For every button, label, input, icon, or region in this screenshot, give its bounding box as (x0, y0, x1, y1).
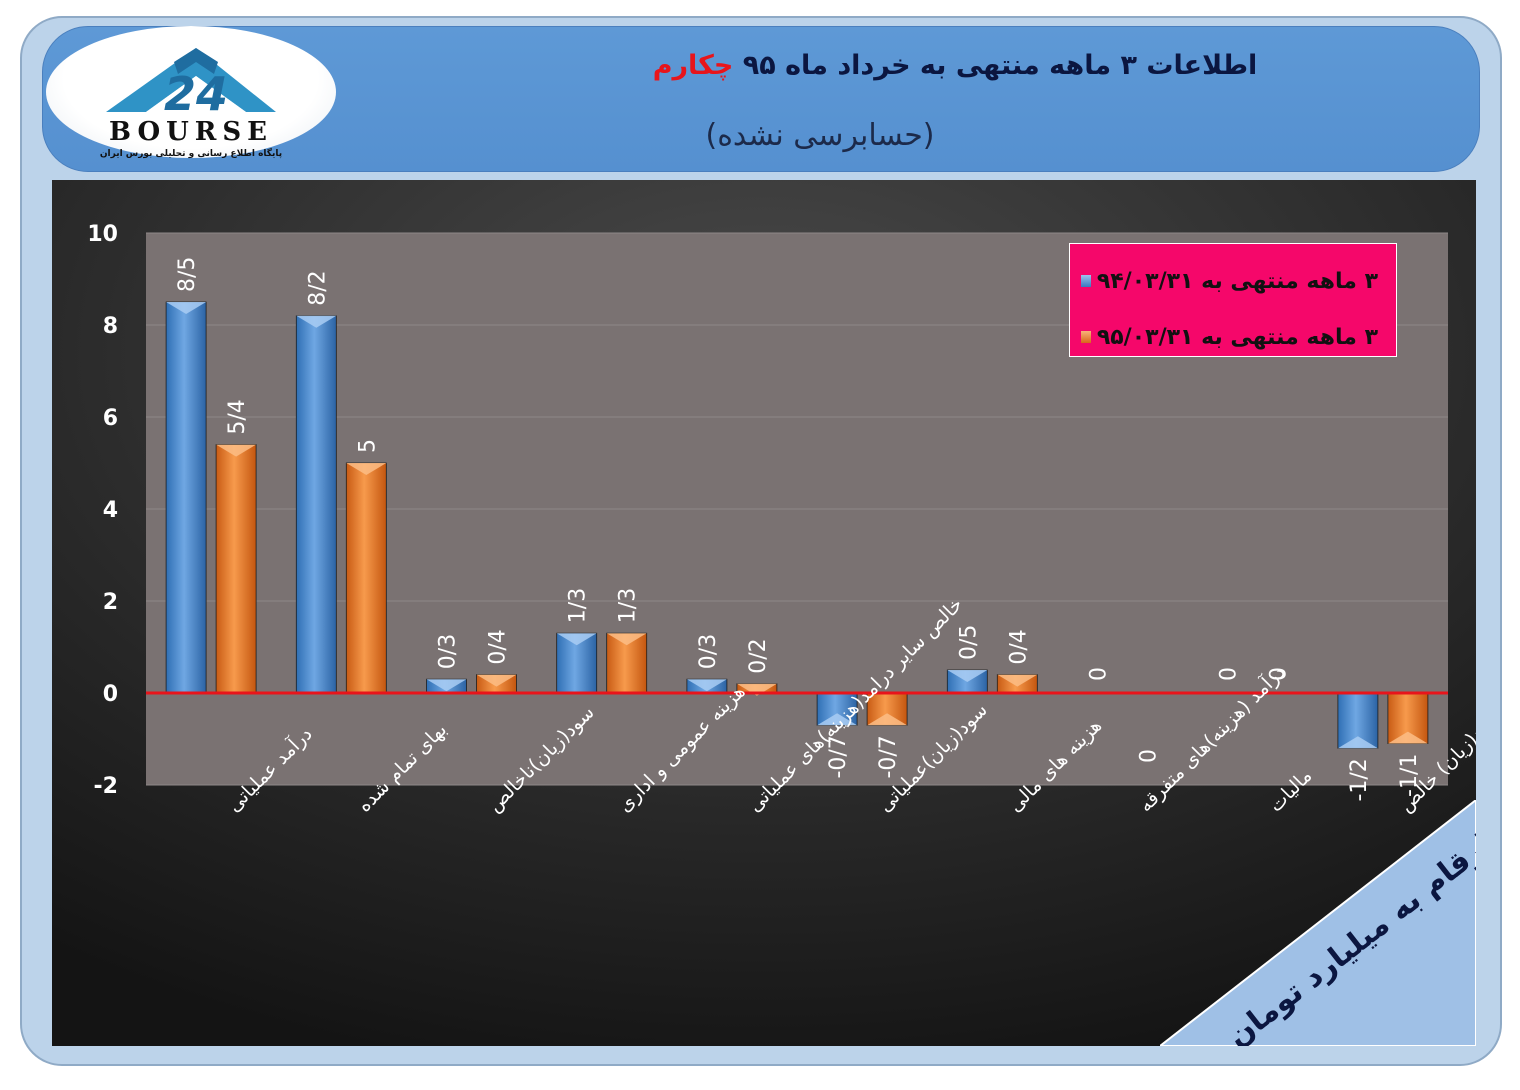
bar-cap-series-2 (346, 463, 387, 475)
data-label-series-1: 0/5 (956, 625, 981, 660)
bar-cap-series-2 (606, 633, 647, 646)
bar-cap-series-1 (1337, 736, 1378, 749)
svg-text:24: 24 (164, 67, 228, 121)
data-label-series-1: 8/2 (305, 270, 330, 305)
bar-series-1 (165, 301, 207, 694)
chart-legend: ۳ ماهه منتهی به ۹۴/۰۳/۳۱ ۳ ماهه منتهی به… (1069, 243, 1397, 357)
data-label-series-1: 8/5 (175, 257, 200, 292)
units-note: ارقام به میلیارد تومان (1157, 797, 1499, 1055)
bar-series-2 (215, 444, 257, 694)
data-label-series-1: 0/3 (696, 634, 721, 669)
data-label-series-2: -1/1 (1397, 754, 1422, 797)
data-label-series-1: -1/2 (1347, 758, 1372, 801)
data-label-series-1: 0/3 (436, 634, 461, 669)
bar-cap-series-2 (476, 674, 517, 687)
bar-cap-series-1 (556, 633, 597, 646)
data-label-series-2: -0/7 (876, 735, 901, 778)
y-tick-label: 8 (103, 314, 118, 339)
bourse-logo-icon: 24 BOURSE پایگاه اطلاع رسانی و تحلیلی بو… (100, 48, 282, 159)
legend-label-2: ۳ ماهه منتهی به ۹۵/۰۳/۳۱ (1096, 324, 1378, 350)
bar-chart: 10 8 6 4 2 0 -2 8/5 8/2 0/3 1/3 0/3 -0/7 0/5 0 0 -1/2 5/4… (52, 180, 1476, 1046)
y-tick-label: 6 (103, 406, 118, 431)
y-tick-label: 2 (103, 590, 118, 615)
y-tick-label: 4 (103, 498, 118, 523)
page-subtitle: (حسابرسی نشده) (705, 118, 935, 153)
y-tick-label: 10 (87, 222, 118, 247)
legend-swatch-2 (1080, 331, 1091, 343)
data-label-series-2: 0/4 (1006, 629, 1031, 664)
bar-series-1 (295, 315, 337, 694)
bar-cap-series-1 (686, 679, 727, 692)
data-label-series-1: 0 (1217, 667, 1242, 681)
legend-item-1: ۳ ماهه منتهی به ۹۴/۰۳/۳۱ (1077, 264, 1378, 298)
logo-brand: BOURSE (109, 117, 273, 147)
data-label-series-2: 0 (1137, 749, 1162, 763)
title-main: اطلاعات ۳ ماهه منتهی به خرداد ماه ۹۵ (742, 50, 1258, 81)
bar-cap-series-1 (296, 315, 337, 328)
chart-area: 10 8 6 4 2 0 -2 8/5 8/2 0/3 1/3 0/3 -0/7 0/5 0 0 -1/2 5/4… (52, 180, 1476, 1046)
bar-cap-series-1 (947, 670, 988, 682)
legend-swatch-1 (1080, 275, 1091, 287)
logo-tagline: پایگاه اطلاع رسانی و تحلیلی بورس ایران (100, 147, 282, 159)
bar-cap-series-2 (736, 683, 777, 696)
bar-cap-series-1 (426, 679, 467, 692)
legend-label-1: ۳ ماهه منتهی به ۹۴/۰۳/۳۱ (1096, 268, 1378, 294)
data-label-series-1: 0 (1087, 667, 1112, 681)
data-label-series-2: 5 (355, 439, 380, 453)
data-label-series-1: 1/3 (566, 588, 591, 623)
y-tick-label: 0 (103, 682, 118, 707)
data-label-series-2: 5/4 (225, 399, 250, 434)
data-label-series-2: 1/3 (616, 588, 641, 623)
data-label-series-2: 0/4 (486, 629, 511, 664)
bar-series-2 (345, 462, 387, 694)
bar-cap-series-2 (997, 674, 1038, 687)
data-label-series-1: -0/7 (826, 735, 851, 778)
title-company: چکارم (652, 50, 734, 81)
bourse-logo: 24 BOURSE پایگاه اطلاع رسانی و تحلیلی بو… (46, 26, 336, 159)
y-tick-label: -2 (94, 774, 118, 799)
page-title: اطلاعات ۳ ماهه منتهی به خرداد ماه ۹۵ چکا… (380, 50, 1520, 90)
data-label-series-2: 0/2 (746, 638, 771, 673)
legend-item-2: ۳ ماهه منتهی به ۹۵/۰۳/۳۱ (1077, 320, 1378, 354)
bar-cap-series-2 (867, 713, 908, 726)
bar-cap-series-1 (817, 713, 858, 726)
data-label-series-2: 0 (1267, 667, 1292, 681)
bar-cap-series-2 (216, 444, 257, 457)
bar-cap-series-2 (1387, 731, 1428, 744)
bar-cap-series-1 (166, 302, 207, 314)
